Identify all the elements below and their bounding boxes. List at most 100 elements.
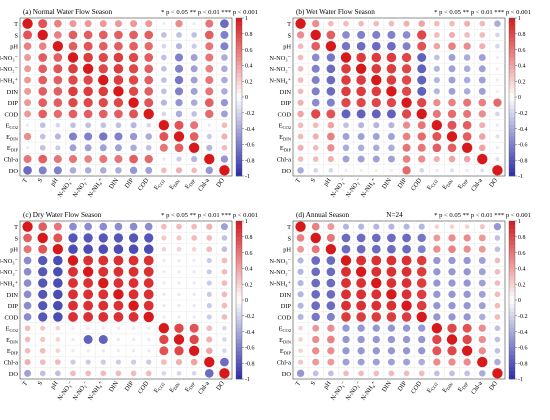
correlation-cell [341,109,351,119]
correlation-cell [23,279,32,287]
correlation-cell [144,87,154,96]
row-label: Chl-a [277,359,291,366]
row-label: N-NO₂⁻ [269,269,291,276]
colorbar-segment [509,228,515,234]
panel-title: (b) Wet Water Flow Season [296,8,375,16]
correlation-cell [191,156,198,163]
correlation-cell [25,123,30,127]
colorbar-segment [236,272,242,277]
correlation-cell [161,235,167,241]
colorbar-segment [236,41,242,46]
correlation-cell [495,111,500,117]
correlation-cell [177,304,181,308]
correlation-cell [129,222,138,231]
correlation-cell [448,358,456,366]
colorbar-tick-label: 0.4 [245,267,253,273]
correlation-cell [190,76,198,84]
correlation-cell [177,292,181,296]
correlation-cell [98,266,109,277]
correlation-cell [433,98,441,107]
colorbar-tick-label: 0.2 [245,282,253,288]
column-label: ECO2 [426,380,439,394]
row-label: Chl-a [277,156,291,163]
correlation-cell [327,156,334,163]
correlation-cell [311,109,321,119]
correlation-cell [221,314,228,320]
correlation-cell [417,121,426,130]
correlation-cell [494,336,501,343]
correlation-cell [297,291,304,298]
colorbar-segment [236,311,242,317]
correlation-cell [23,30,33,40]
colorbar-segment [236,85,242,90]
column-label: S [310,177,318,184]
correlation-cell [191,246,197,252]
colorbar-segment [509,351,515,356]
colorbar-segment [236,97,242,102]
row-label: DO [282,371,292,378]
correlation-cell [128,97,139,108]
correlation-cell [128,75,139,85]
correlation-cell [434,224,440,229]
correlation-cell [448,313,456,321]
row-label: DO [282,168,292,175]
column-label: EDIP [184,380,197,394]
colorbar-segment [236,69,242,74]
row-label: EDIP [7,145,19,153]
correlation-cell [99,20,107,28]
correlation-cell [448,301,456,310]
correlation-cell [479,122,486,129]
correlation-cell [296,31,305,39]
correlation-cell [386,266,397,277]
colorbar-segment [509,367,515,372]
column-label: DIP [124,380,136,393]
correlation-cell [480,168,485,173]
colorbar-segment [236,347,242,352]
correlation-cell [113,75,124,85]
correlation-cell [387,347,396,355]
correlation-cell [463,76,471,84]
correlation-cell [53,75,63,85]
correlation-cell [206,347,213,355]
correlation-cell [177,315,181,319]
correlation-cell [478,65,486,73]
correlation-cell [417,41,427,51]
correlation-cell [417,97,427,108]
correlation-cell [358,223,365,230]
correlation-cell [128,289,139,300]
correlation-cell [448,234,456,242]
correlation-cell [341,63,351,74]
colorbar-segment [509,244,515,249]
correlation-cell [478,324,486,332]
colorbar-tick-label: -0.2 [245,314,255,320]
correlation-cell [344,168,348,172]
correlation-cell [68,300,78,311]
correlation-cell [343,20,349,27]
correlation-cell [40,336,46,343]
correlation-cell [162,281,166,285]
column-label: ECO2 [153,380,166,394]
correlation-cell [479,313,486,321]
correlation-cell [221,246,228,253]
correlation-cell [70,122,76,129]
row-label: N-NO₂⁻ [0,269,18,276]
correlation-cell [143,278,154,288]
correlation-cell [386,86,397,97]
correlation-cell [343,370,349,377]
colorbar-segment [236,93,242,98]
correlation-cell [327,223,335,231]
correlation-cell [402,244,411,254]
correlation-cell [68,312,78,322]
correlation-panel-1: (a) Normal Water Flow Season * p < 0.05 *… [0,8,258,199]
correlation-cell [24,359,31,366]
colorbar-segment [236,57,242,62]
correlation-cell [83,255,94,266]
colorbar-segment [509,319,515,324]
colorbar-segment [236,140,242,145]
row-label: EDIP [280,348,292,356]
colorbar-segment [236,221,242,226]
column-label: DO [488,177,499,189]
column-label: T [294,380,302,387]
correlation-cell [433,42,441,50]
correlation-cell [387,244,396,254]
